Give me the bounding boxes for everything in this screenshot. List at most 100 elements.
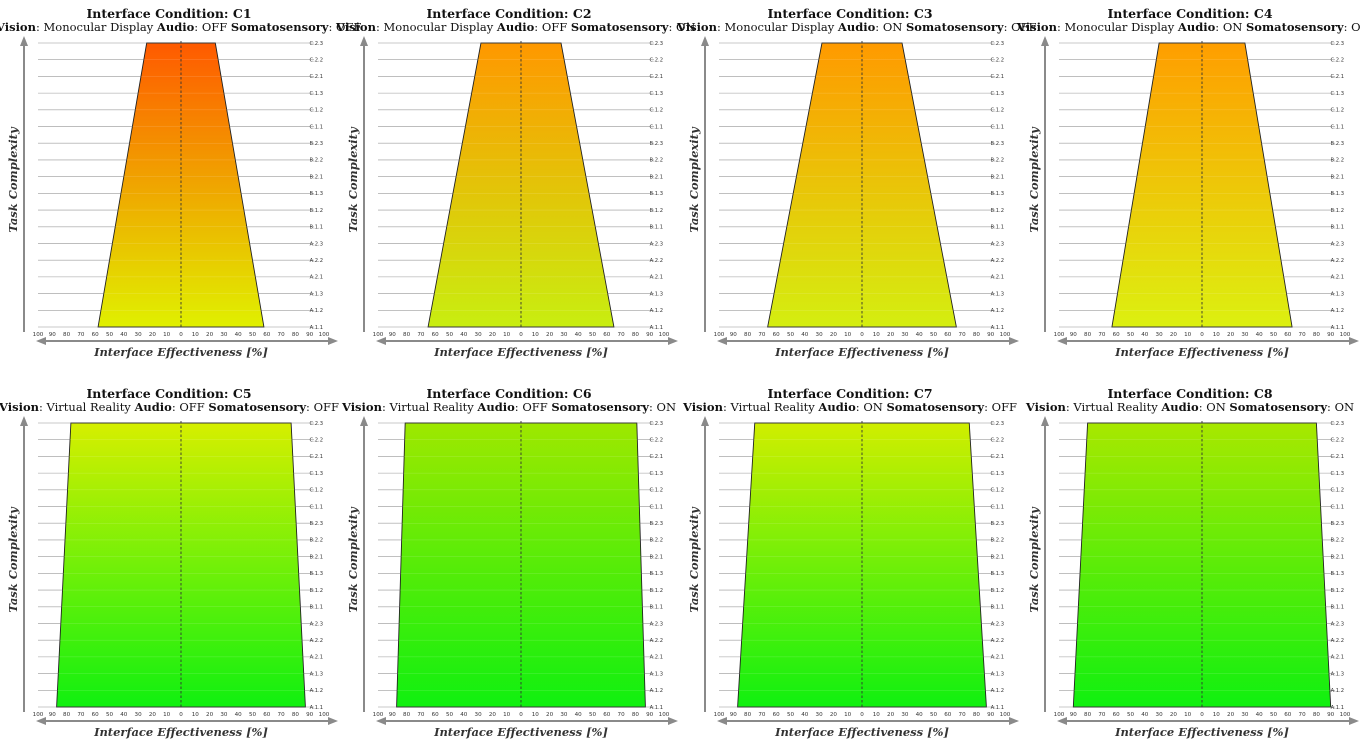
y-axis-arrow <box>20 416 28 712</box>
y-tick-label: A.1.1 <box>310 705 323 711</box>
x-tick-label: 90 <box>1327 712 1335 718</box>
somatosensory-label: Somatosensory <box>905 20 1004 34</box>
x-tick-label: 50 <box>1127 712 1135 718</box>
x-tick-label: 40 <box>801 712 809 718</box>
x-tick-label: 70 <box>77 332 85 338</box>
x-tick-label: 90 <box>1070 712 1078 718</box>
x-tick-label: 30 <box>1241 332 1249 338</box>
x-tick-label: 50 <box>106 712 114 718</box>
chart-panel-c1: Interface Condition: C1 Vision: Monocular… <box>0 0 361 372</box>
x-tick-label: 20 <box>1227 712 1235 718</box>
y-tick-label: C.2.2 <box>309 438 323 444</box>
y-tick-label: A.1.3 <box>650 671 663 677</box>
chart-panel-c6: Interface Condition: C6 Vision: Virtual R… <box>340 380 678 752</box>
x-tick-label: 40 <box>120 332 128 338</box>
y-tick-label: B.1.3 <box>650 571 663 577</box>
x-tick-label: 0 <box>519 332 523 338</box>
chart-subtitle: Vision: Monocular Display Audio: OFF Som… <box>0 20 361 34</box>
x-tick-label: 0 <box>1200 332 1204 338</box>
x-tick-label: 80 <box>403 332 411 338</box>
chart-title: Interface Condition: C4 <box>1107 6 1273 21</box>
x-tick-label: 30 <box>475 712 483 718</box>
x-tick-label: 10 <box>873 332 881 338</box>
vision-value: Virtual Reality <box>730 400 815 414</box>
y-tick-label: A.2.1 <box>991 275 1004 281</box>
y-tick-label: B.1.3 <box>310 191 323 197</box>
chart-panel-c5: Interface Condition: C5 Vision: Virtual R… <box>0 380 339 752</box>
somatosensory-value: OFF <box>336 20 362 34</box>
x-tick-label: 10 <box>1213 332 1221 338</box>
y-tick-label: B.1.2 <box>1331 588 1344 594</box>
somatosensory-value: ON <box>656 400 677 414</box>
y-tick-label: A.2.2 <box>310 258 323 264</box>
audio-label: Audio <box>818 400 856 414</box>
y-axis-arrow <box>20 36 28 332</box>
y-tick-label: A.2.1 <box>991 655 1004 661</box>
somatosensory-label: Somatosensory <box>230 20 329 34</box>
x-tick-label: 10 <box>844 712 852 718</box>
x-tick-label: 100 <box>1340 332 1351 338</box>
y-tick-label: B.2.1 <box>991 554 1004 560</box>
x-tick-label: 50 <box>787 332 795 338</box>
x-tick-label: 90 <box>49 332 57 338</box>
y-tick-label: B.1.3 <box>650 191 663 197</box>
x-tick-label: 100 <box>373 332 384 338</box>
chart-title: Interface Condition: C5 <box>86 386 252 401</box>
y-tick-label: B.2.3 <box>650 521 663 527</box>
vision-label: Vision <box>1025 400 1066 414</box>
audio-value: OFF <box>541 20 568 34</box>
chart-panel-c3: Interface Condition: C3 Vision: Monocular… <box>677 0 1037 372</box>
y-tick-label: A.1.2 <box>650 308 663 314</box>
y-tick-label: A.1.3 <box>991 671 1004 677</box>
y-tick-label: B.1.3 <box>991 571 1004 577</box>
y-tick-label: C.1.2 <box>990 108 1004 114</box>
y-axis-title: Task Complexity <box>687 506 701 613</box>
y-tick-label: B.2.3 <box>991 521 1004 527</box>
chart-subtitle: Vision: Virtual Reality Audio: ON Somato… <box>682 400 1018 414</box>
x-tick-label: 70 <box>417 332 425 338</box>
x-tick-label: 40 <box>235 712 243 718</box>
chart-subtitle: Vision: Virtual Reality Audio: OFF Somat… <box>0 400 339 414</box>
x-tick-label: 90 <box>646 332 654 338</box>
somatosensory-label: Somatosensory <box>886 400 985 414</box>
x-tick-label: 20 <box>1170 332 1178 338</box>
x-tick-label: 90 <box>1070 332 1078 338</box>
x-tick-label: 10 <box>163 332 171 338</box>
y-tick-label: A.2.3 <box>310 621 323 627</box>
x-tick-label: 80 <box>63 332 71 338</box>
chart-title: Interface Condition: C6 <box>426 386 592 401</box>
audio-label: Audio <box>156 20 195 34</box>
chart-svg: A.1.1 A.1.2 A.1.3 A.2.1 A.2.2 A.2.3 B.1.1 B.1.2… <box>687 36 1019 359</box>
y-tick-label: C.2.2 <box>309 58 323 64</box>
y-tick-label: C.1.2 <box>649 488 663 494</box>
y-tick-label: B.1.2 <box>650 208 663 214</box>
y-tick-label: C.2.3 <box>990 421 1004 427</box>
y-tick-label: C.1.2 <box>1330 488 1344 494</box>
y-tick-label: C.2.3 <box>1330 41 1344 47</box>
x-tick-label: 50 <box>589 332 597 338</box>
y-tick-label: C.1.1 <box>649 124 663 130</box>
x-tick-label: 30 <box>901 332 909 338</box>
x-tick-label: 60 <box>944 332 952 338</box>
somatosensory-value: ON <box>1351 20 1361 34</box>
x-tick-label: 10 <box>1184 332 1192 338</box>
y-axis-arrow <box>701 36 709 332</box>
x-tick-label: 10 <box>1213 712 1221 718</box>
x-tick-label: 40 <box>1141 712 1149 718</box>
x-tick-label: 70 <box>417 712 425 718</box>
x-tick-label: 50 <box>787 712 795 718</box>
vision-label: Vision <box>682 400 723 414</box>
y-tick-label: A.2.1 <box>1331 275 1344 281</box>
y-tick-label: B.2.2 <box>310 538 323 544</box>
x-tick-label: 0 <box>519 712 523 718</box>
x-tick-label: 50 <box>249 332 257 338</box>
x-tick-label: 90 <box>1327 332 1335 338</box>
x-tick-label: 50 <box>930 712 938 718</box>
y-tick-label: A.1.1 <box>991 325 1004 331</box>
somatosensory-value: OFF <box>991 400 1018 414</box>
x-tick-label: 90 <box>306 332 314 338</box>
x-tick-label: 60 <box>1113 332 1121 338</box>
y-tick-label: C.1.3 <box>990 91 1004 97</box>
audio-label: Audio <box>134 400 172 414</box>
y-tick-label: C.1.1 <box>309 124 323 130</box>
